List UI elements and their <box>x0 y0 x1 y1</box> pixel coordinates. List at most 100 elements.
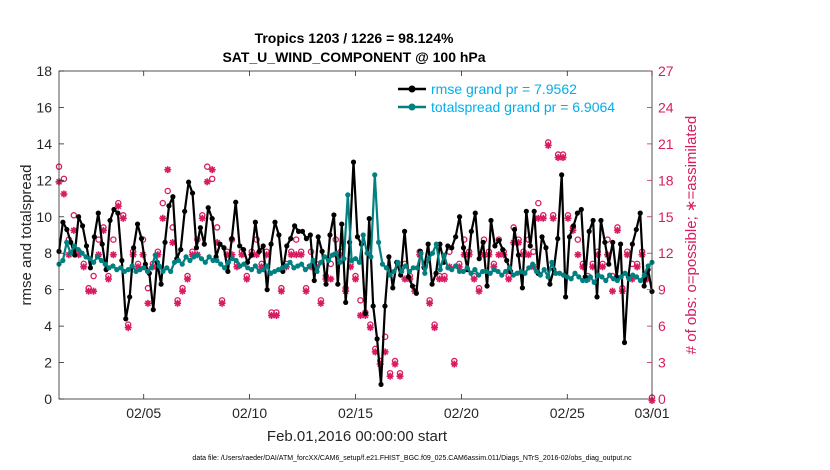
rmse-point <box>515 252 522 258</box>
obs-possible-marker <box>159 199 167 207</box>
totalspread-point <box>248 267 255 273</box>
obs-assimilated-marker <box>623 251 631 259</box>
totalspread-point <box>171 259 178 265</box>
totalspread-point <box>114 267 120 273</box>
obs-assimilated-marker <box>574 251 582 259</box>
x-axis-label: Feb.01,2016 00:00:00 start <box>267 428 448 445</box>
rmse-point <box>201 241 207 247</box>
x-tick-label: 02/20 <box>444 405 479 421</box>
chart-title: Tropics 1203 / 1226 = 98.124% <box>255 30 454 46</box>
totalspread-point <box>626 276 632 282</box>
totalspread-point <box>67 250 74 256</box>
rmse-point <box>134 221 141 227</box>
totalspread-point <box>402 263 409 269</box>
totalspread-point <box>233 257 239 264</box>
obs-assimilated-marker <box>613 226 621 234</box>
rmse-point <box>555 236 561 242</box>
totalspread-point <box>645 263 651 269</box>
totalspread-point <box>583 277 590 284</box>
rmse-point <box>504 257 510 264</box>
totalspread-point <box>71 243 78 249</box>
totalspread-point <box>437 267 443 273</box>
rmse-point <box>445 243 451 249</box>
rmse-point <box>570 223 577 229</box>
totalspread-point <box>468 270 474 276</box>
totalspread-point <box>399 268 405 275</box>
totalspread-point <box>356 259 362 265</box>
totalspread-point <box>433 241 439 247</box>
rmse-point <box>500 246 506 253</box>
rmse-point <box>563 294 569 300</box>
rmse-point <box>429 281 435 287</box>
rmse-point <box>311 277 317 284</box>
rmse-point <box>319 248 325 254</box>
totalspread-point <box>202 259 208 265</box>
totalspread-point <box>576 274 582 280</box>
rmse-point <box>488 217 494 224</box>
rmse-point <box>315 234 321 240</box>
obs-assimilated-marker <box>302 287 310 295</box>
totalspread-point <box>94 254 101 260</box>
rmse-point <box>574 210 580 216</box>
rmse-point <box>185 179 192 185</box>
obs-possible-marker <box>203 163 211 170</box>
totalspread-point <box>460 268 466 275</box>
obs-assimilated-marker <box>174 299 182 307</box>
y-tick-label: 12 <box>36 172 52 188</box>
obs-assimilated-marker <box>159 214 167 222</box>
totalspread-point <box>522 270 528 276</box>
obs-assimilated-marker <box>608 287 616 295</box>
totalspread-point <box>506 265 513 271</box>
y2-tick-label: 9 <box>658 282 666 298</box>
rmse-point <box>386 254 392 260</box>
obs-possible-marker <box>164 187 171 195</box>
obs-assimilated-marker <box>475 287 483 295</box>
totalspread-point <box>360 232 366 238</box>
obs-assimilated-marker <box>436 275 444 283</box>
rmse-point <box>303 236 310 242</box>
totalspread-point <box>160 268 166 275</box>
totalspread-point <box>283 263 289 269</box>
rmse-point <box>264 287 270 293</box>
rmse-point <box>335 281 341 287</box>
obs-assimilated-marker <box>203 178 211 186</box>
totalspread-point <box>445 265 451 271</box>
rmse-point <box>566 234 573 240</box>
rmse-point <box>511 226 518 233</box>
rmse-point <box>602 239 608 245</box>
rmse-point <box>519 285 526 291</box>
totalspread-point <box>333 250 339 256</box>
obs-possible-marker <box>110 236 117 243</box>
totalspread-point <box>310 257 316 264</box>
totalspread-point <box>179 261 185 267</box>
y2-tick-label: 27 <box>658 63 674 79</box>
obs-assimilated-marker <box>386 372 394 380</box>
totalspread-point <box>587 274 593 280</box>
totalspread-point <box>479 268 486 275</box>
totalspread-point <box>256 268 262 275</box>
rmse-point <box>229 236 235 242</box>
x-tick-label: 03/01 <box>634 405 669 421</box>
rmse-point <box>158 281 164 287</box>
rmse-point <box>343 299 349 306</box>
rmse-point <box>79 223 86 229</box>
obs-assimilated-marker <box>549 214 557 222</box>
rmse-point <box>131 245 137 251</box>
totalspread-point <box>245 265 251 271</box>
rmse-point <box>288 236 294 242</box>
rmse-point <box>123 316 129 322</box>
y2-tick-label: 0 <box>658 391 666 407</box>
rmse-point <box>409 283 416 289</box>
totalspread-point <box>152 252 158 258</box>
rmse-point <box>189 190 196 196</box>
obs-possible-marker <box>90 272 97 280</box>
totalspread-point <box>191 254 197 260</box>
totalspread-point <box>364 250 370 256</box>
totalspread-point <box>383 265 389 271</box>
obs-assimilated-marker <box>99 226 107 234</box>
totalspread-point <box>322 254 328 260</box>
rmse-point <box>166 203 172 209</box>
rmse-point <box>527 243 533 249</box>
totalspread-point <box>429 250 436 256</box>
totalspread-point <box>564 274 570 280</box>
